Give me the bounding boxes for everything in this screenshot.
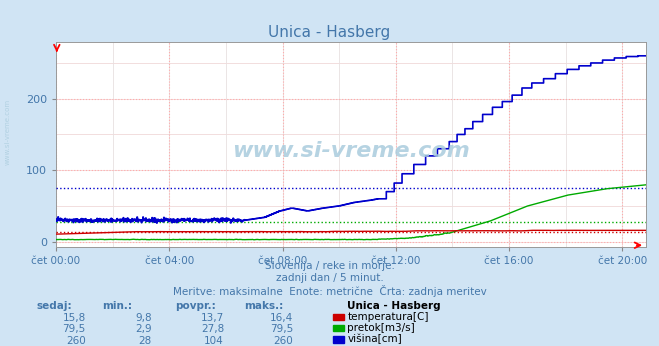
- Text: 260: 260: [66, 336, 86, 346]
- Text: višina[cm]: višina[cm]: [347, 334, 402, 344]
- Text: www.si-vreme.com: www.si-vreme.com: [232, 140, 470, 161]
- Text: 9,8: 9,8: [135, 313, 152, 323]
- Text: 2,9: 2,9: [135, 324, 152, 334]
- Text: 104: 104: [204, 336, 224, 346]
- Text: povpr.:: povpr.:: [175, 301, 215, 311]
- Text: maks.:: maks.:: [244, 301, 283, 311]
- Text: Slovenija / reke in morje.: Slovenija / reke in morje.: [264, 261, 395, 271]
- Text: Unica - Hasberg: Unica - Hasberg: [268, 25, 391, 40]
- Text: sedaj:: sedaj:: [36, 301, 72, 311]
- Text: 79,5: 79,5: [270, 324, 293, 334]
- Text: 16,4: 16,4: [270, 313, 293, 323]
- Text: 79,5: 79,5: [63, 324, 86, 334]
- Text: Meritve: maksimalne  Enote: metrične  Črta: zadnja meritev: Meritve: maksimalne Enote: metrične Črta…: [173, 285, 486, 298]
- Text: 260: 260: [273, 336, 293, 346]
- Text: 28: 28: [138, 336, 152, 346]
- Text: 15,8: 15,8: [63, 313, 86, 323]
- Text: Unica - Hasberg: Unica - Hasberg: [347, 301, 441, 311]
- Text: min.:: min.:: [102, 301, 132, 311]
- Text: zadnji dan / 5 minut.: zadnji dan / 5 minut.: [275, 273, 384, 283]
- Text: 13,7: 13,7: [201, 313, 224, 323]
- Text: www.si-vreme.com: www.si-vreme.com: [5, 98, 11, 165]
- Text: temperatura[C]: temperatura[C]: [347, 312, 429, 321]
- Text: 27,8: 27,8: [201, 324, 224, 334]
- Text: pretok[m3/s]: pretok[m3/s]: [347, 323, 415, 333]
